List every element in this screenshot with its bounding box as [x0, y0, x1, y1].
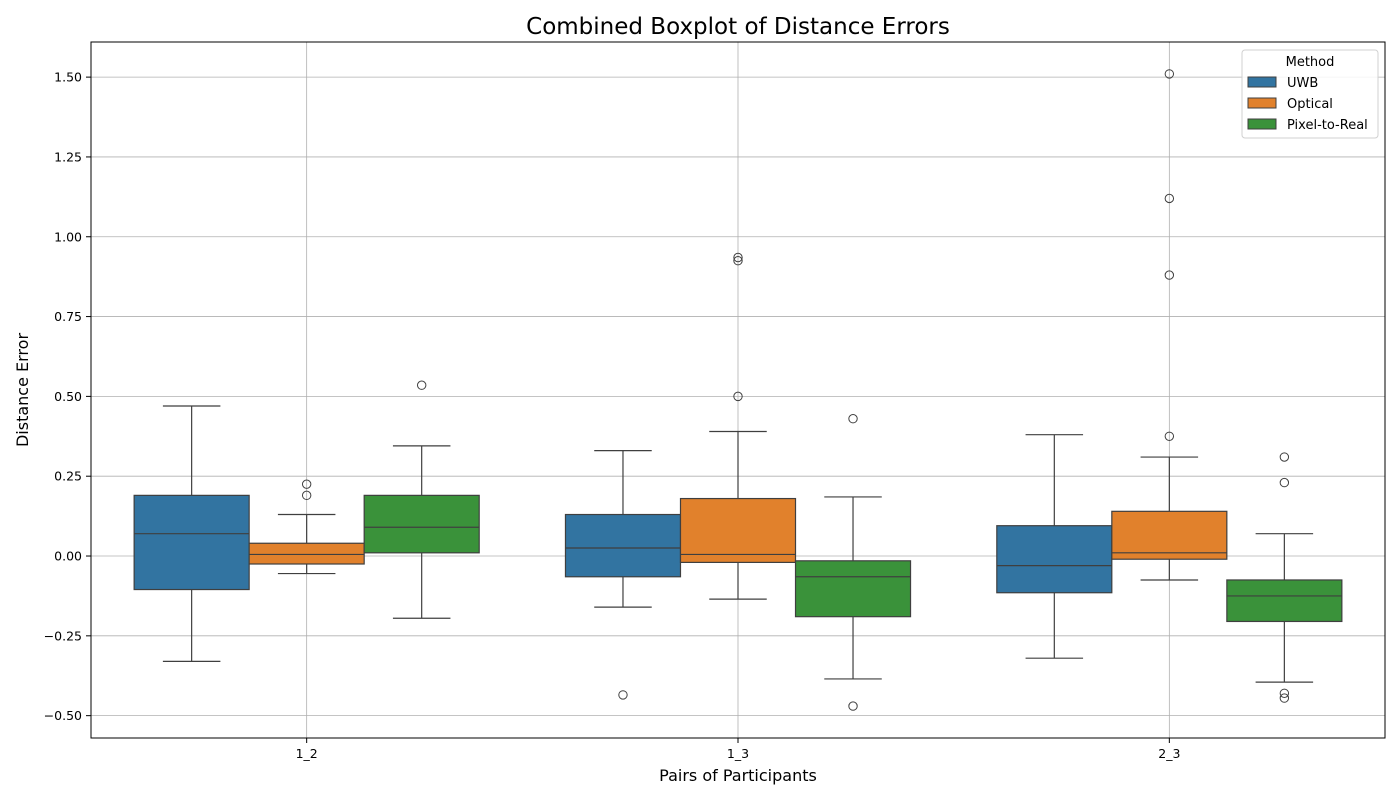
legend-swatch	[1247, 76, 1277, 88]
box-iqr	[1226, 579, 1343, 623]
box-pixel-to-real-1_2	[363, 380, 480, 619]
box-iqr	[248, 542, 365, 565]
legend-label: Optical	[1287, 97, 1333, 112]
box-uwb-2_3	[996, 434, 1113, 659]
y-tick-label: 1.50	[54, 70, 82, 85]
box-series	[133, 69, 1343, 711]
legend-title: Method	[1286, 55, 1335, 70]
box-optical-1_2	[248, 479, 365, 575]
legend-swatch	[1247, 118, 1277, 130]
chart-title: Combined Boxplot of Distance Errors	[526, 14, 950, 40]
box-optical-1_3	[679, 252, 797, 600]
box-uwb-1_3	[564, 450, 682, 700]
grid-lines	[91, 42, 1385, 738]
box-optical-2_3	[1111, 69, 1228, 581]
outlier-point	[733, 391, 743, 402]
outlier-point	[848, 701, 858, 711]
x-axis-label: Pairs of Participants	[659, 766, 817, 785]
legend-frame	[1241, 49, 1379, 139]
x-tick-label: 1_2	[296, 746, 318, 761]
box-iqr	[996, 525, 1113, 594]
outlier-point	[733, 252, 743, 263]
box-iqr	[1111, 510, 1228, 560]
outlier-point	[733, 255, 743, 266]
y-tick-label: 1.25	[54, 149, 82, 164]
box-iqr	[794, 560, 912, 618]
y-tick-label: 1.00	[54, 229, 82, 244]
outlier-point	[301, 490, 312, 501]
y-tick-label: −0.50	[44, 708, 82, 723]
legend-swatch	[1247, 97, 1277, 109]
x-tick-label: 2_3	[1158, 746, 1180, 761]
outlier-point	[1164, 270, 1175, 280]
box-pixel-to-real-2_3	[1226, 452, 1343, 703]
outlier-point	[1279, 688, 1290, 699]
outlier-point	[1164, 69, 1175, 79]
y-axis-label: Distance Error	[13, 333, 32, 447]
outlier-point	[1279, 693, 1290, 703]
y-tick-label: 0.75	[54, 309, 82, 324]
outlier-point	[1279, 452, 1290, 462]
outlier-point	[301, 479, 312, 489]
box-iqr	[363, 494, 480, 554]
y-tick-label: 0.25	[54, 469, 82, 484]
box-pixel-to-real-1_3	[794, 414, 912, 711]
outlier-point	[1164, 193, 1175, 204]
legend: Method UWB Optical Pixel-to-Real	[1241, 49, 1379, 139]
y-tick-label: −0.25	[44, 628, 82, 643]
box-uwb-1_2	[133, 405, 250, 662]
y-tick-label: 0.00	[54, 549, 82, 564]
y-tick-label: 0.50	[54, 389, 82, 404]
y-axis: −0.50 −0.25 0.00 0.25 0.50 0.75 1.00 1.25 1.50	[44, 70, 91, 723]
x-tick-label: 1_3	[727, 746, 749, 761]
legend-label: UWB	[1287, 76, 1318, 91]
outlier-point	[848, 414, 858, 424]
x-axis: 1_2 1_3 2_3	[296, 738, 1180, 761]
outlier-point	[618, 690, 628, 700]
box-iqr	[133, 494, 250, 591]
outlier-point	[1279, 477, 1290, 488]
outlier-point	[1164, 431, 1175, 441]
outlier-point	[416, 380, 427, 390]
box-iqr	[679, 497, 797, 564]
box-iqr	[564, 513, 682, 578]
legend-label: Pixel-to-Real	[1287, 118, 1368, 133]
